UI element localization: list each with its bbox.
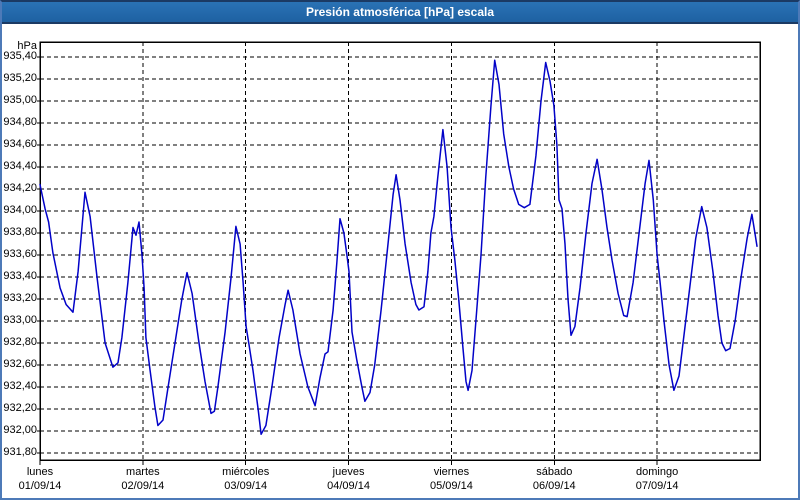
y-axis-label: 934,20	[3, 182, 37, 194]
x-axis-day-label: domingo	[636, 466, 679, 478]
y-axis-label: 933,00	[3, 314, 37, 326]
y-axis-label: 933,60	[3, 248, 37, 260]
x-axis-date-label: 01/09/14	[18, 480, 62, 492]
y-axis-label: 935,20	[3, 72, 37, 84]
y-axis-label: 934,00	[3, 204, 37, 216]
y-axis-label: 932,20	[3, 402, 37, 414]
y-axis-label: 932,40	[3, 380, 37, 392]
x-axis-date-label: 07/09/14	[635, 480, 679, 492]
chart-title-bar: Presión atmosférica [hPa] escala	[2, 2, 798, 24]
x-axis-day-label: miércoles	[222, 466, 270, 478]
y-axis-label: 934,80	[3, 116, 37, 128]
y-axis-label: 932,00	[3, 424, 37, 436]
y-axis-label: 934,40	[3, 160, 37, 172]
y-axis-label: 935,40	[3, 50, 37, 62]
y-axis-label: 933,40	[3, 270, 37, 282]
plot-border	[39, 41, 761, 461]
y-axis-label: 934,60	[3, 138, 37, 150]
y-axis-label: 933,20	[3, 292, 37, 304]
x-axis-day-label: lunes	[26, 466, 54, 478]
chart-title: Presión atmosférica [hPa] escala	[305, 5, 495, 19]
y-axis-label: 933,80	[3, 226, 37, 238]
y-axis-label: 935,00	[3, 94, 37, 106]
x-axis-date-label: 02/09/14	[121, 480, 165, 492]
x-axis-day-label: sábado	[536, 466, 573, 478]
x-axis-date-label: 05/09/14	[430, 480, 473, 492]
pressure-line	[39, 59, 758, 436]
y-axis-label: 932,80	[3, 336, 37, 348]
x-axis-day-label: viernes	[433, 466, 470, 478]
x-axis-date-label: 06/09/14	[532, 480, 576, 492]
y-axis-unit-label: hPa	[17, 40, 37, 52]
x-axis-day-label: martes	[126, 466, 160, 478]
y-axis-label: 932,60	[3, 358, 37, 370]
x-axis-date-label: 03/09/14	[224, 480, 268, 492]
x-axis-day-label: jueves	[332, 466, 365, 478]
x-axis-date-label: 04/09/14	[327, 480, 370, 492]
y-axis-label: 931,80	[3, 446, 37, 458]
